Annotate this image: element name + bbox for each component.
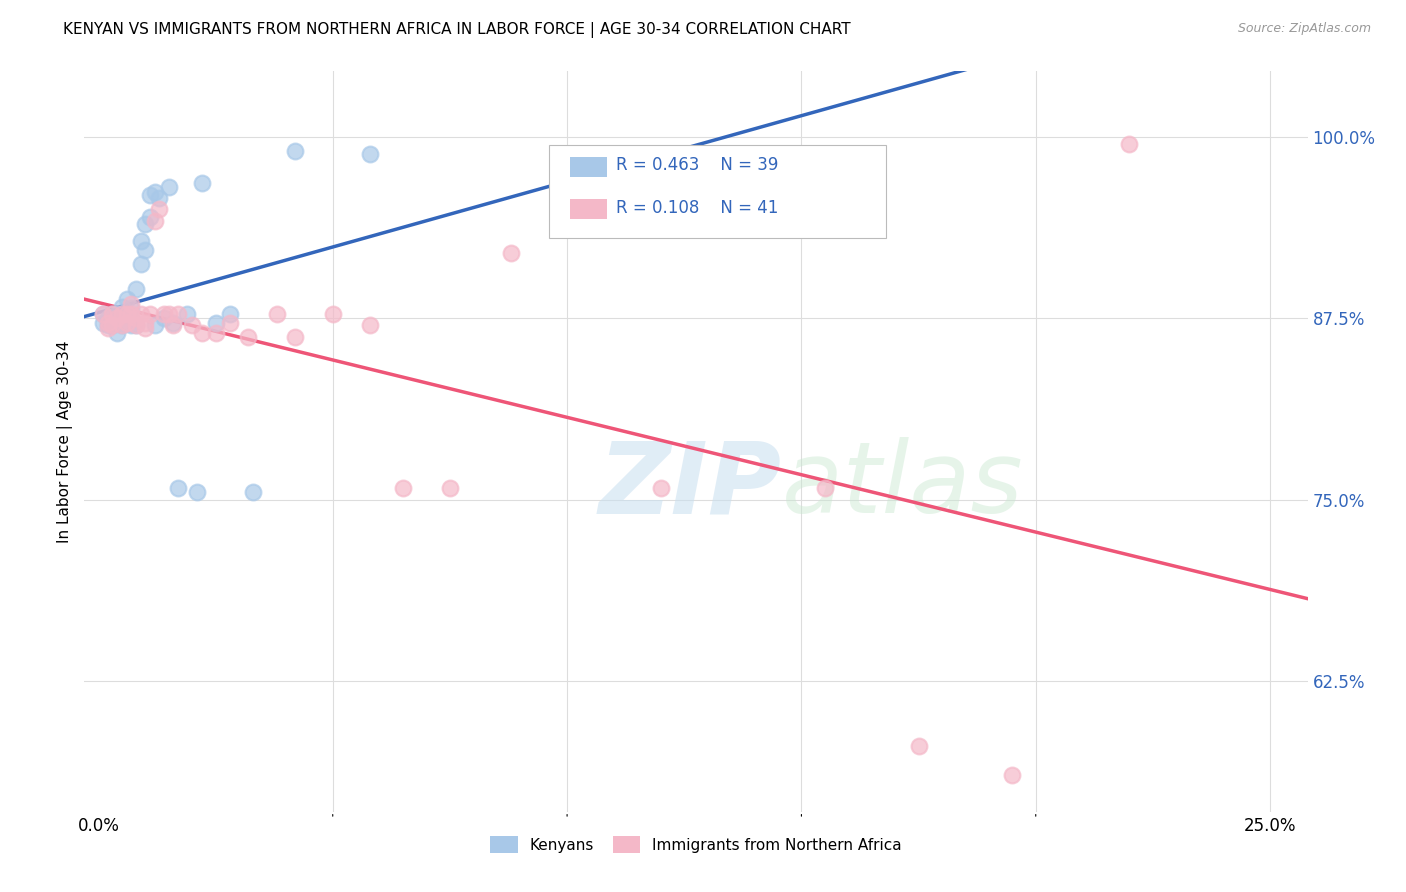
Point <box>115 316 138 330</box>
Point <box>204 316 226 330</box>
Point <box>120 301 142 315</box>
Point <box>322 307 344 321</box>
Text: R = 0.463    N = 39: R = 0.463 N = 39 <box>616 156 779 174</box>
Point <box>101 318 124 333</box>
Point <box>115 307 138 321</box>
Point <box>125 318 148 333</box>
Point <box>1001 768 1024 782</box>
Point <box>143 214 166 228</box>
Point <box>284 330 307 344</box>
Point <box>190 326 212 340</box>
Point <box>148 202 170 217</box>
Point <box>105 307 128 321</box>
Point <box>204 326 226 340</box>
Legend: Kenyans, Immigrants from Northern Africa: Kenyans, Immigrants from Northern Africa <box>484 830 908 860</box>
Point <box>120 296 142 310</box>
Point <box>105 326 128 340</box>
Point <box>181 318 204 333</box>
Point <box>120 318 142 333</box>
Point <box>129 307 152 321</box>
Point <box>907 739 929 754</box>
Point <box>499 245 522 260</box>
Point <box>125 282 148 296</box>
Bar <box>569 199 606 219</box>
Point <box>129 234 152 248</box>
Text: Source: ZipAtlas.com: Source: ZipAtlas.com <box>1237 22 1371 36</box>
Point <box>176 307 198 321</box>
Point <box>190 176 212 190</box>
Point <box>129 257 152 271</box>
Point <box>439 481 461 495</box>
Point <box>111 307 134 321</box>
Point <box>97 311 120 326</box>
Point <box>134 217 156 231</box>
Point <box>148 191 170 205</box>
Point <box>97 316 120 330</box>
Point <box>157 180 180 194</box>
Text: atlas: atlas <box>782 437 1024 534</box>
Point <box>134 321 156 335</box>
Point <box>120 307 142 321</box>
Point <box>1118 136 1140 151</box>
Point <box>101 307 124 321</box>
Point <box>162 316 184 330</box>
Point <box>139 187 162 202</box>
Point <box>105 311 128 326</box>
Point <box>186 485 208 500</box>
Point <box>238 330 260 344</box>
Text: R = 0.108    N = 41: R = 0.108 N = 41 <box>616 199 779 218</box>
Point <box>111 318 134 333</box>
Point <box>153 307 176 321</box>
Point <box>284 145 307 159</box>
Point <box>218 316 240 330</box>
Point <box>650 481 672 495</box>
Point <box>153 311 176 326</box>
Point <box>359 318 381 333</box>
Point <box>91 307 114 321</box>
Point <box>139 307 162 321</box>
Point <box>162 318 184 333</box>
Point <box>266 307 288 321</box>
Point <box>359 147 381 161</box>
Point <box>134 243 156 257</box>
Y-axis label: In Labor Force | Age 30-34: In Labor Force | Age 30-34 <box>58 340 73 543</box>
Point <box>143 185 166 199</box>
Point <box>97 321 120 335</box>
Point <box>242 485 264 500</box>
Point <box>115 316 138 330</box>
Bar <box>569 156 606 178</box>
Point <box>218 307 240 321</box>
Point <box>101 307 124 321</box>
Point <box>91 307 114 321</box>
Point <box>167 307 190 321</box>
Text: KENYAN VS IMMIGRANTS FROM NORTHERN AFRICA IN LABOR FORCE | AGE 30-34 CORRELATION: KENYAN VS IMMIGRANTS FROM NORTHERN AFRIC… <box>63 22 851 38</box>
Point <box>120 311 142 326</box>
Point <box>111 300 134 314</box>
Point <box>143 318 166 333</box>
Point <box>101 318 124 333</box>
Point <box>392 481 415 495</box>
FancyBboxPatch shape <box>550 145 886 238</box>
Point <box>91 316 114 330</box>
Point <box>111 311 134 326</box>
Point <box>125 318 148 333</box>
Point <box>125 311 148 326</box>
Point <box>111 318 134 333</box>
Point <box>139 210 162 224</box>
Point <box>97 318 120 333</box>
Point <box>134 316 156 330</box>
Point <box>167 481 190 495</box>
Point <box>814 481 837 495</box>
Point <box>115 293 138 307</box>
Point <box>157 307 180 321</box>
Text: ZIP: ZIP <box>598 437 782 534</box>
